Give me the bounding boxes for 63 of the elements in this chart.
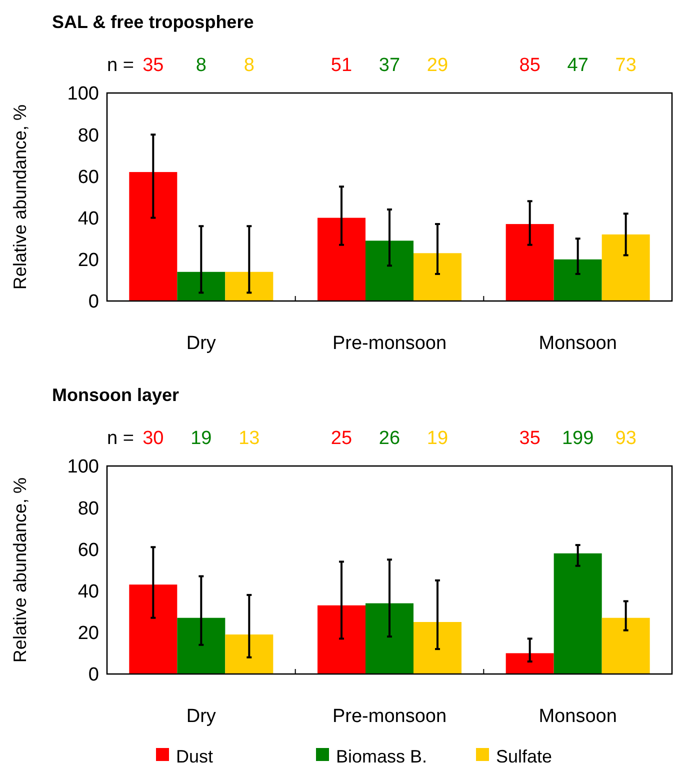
bar — [414, 622, 462, 674]
legend-label: Biomass B. — [336, 746, 428, 766]
bar — [506, 224, 554, 301]
text: 51 — [330, 55, 352, 76]
y-tick-label: 100 — [67, 456, 99, 478]
text: 25 — [330, 428, 352, 449]
x-tick-label: Dry — [186, 333, 216, 354]
x-tick-label: Monsoon — [538, 706, 617, 727]
y-tick-label: 80 — [78, 125, 99, 146]
text: n = — [107, 428, 134, 449]
text: 13 — [238, 428, 260, 449]
bar — [177, 618, 226, 674]
bar — [506, 653, 554, 674]
y-axis-title: Relative abundance, % — [10, 104, 30, 290]
x-tick-label: Pre-monsoon — [332, 333, 447, 354]
text: 73 — [615, 55, 636, 76]
chart-title: SAL & free troposphere — [52, 12, 254, 32]
bar — [366, 240, 414, 301]
bar — [414, 253, 462, 301]
text: 199 — [562, 428, 594, 449]
text: 35 — [519, 428, 540, 449]
text: 85 — [519, 55, 540, 76]
text: 37 — [378, 55, 400, 76]
text: 19 — [190, 428, 212, 449]
text: n = — [107, 55, 134, 76]
bar — [177, 272, 226, 301]
text: 47 — [567, 55, 588, 76]
y-tick-label: 0 — [88, 664, 99, 686]
y-tick-label: 80 — [78, 498, 99, 520]
text: 93 — [615, 428, 636, 449]
y-tick-label: 20 — [78, 250, 99, 272]
legend-label: Sulfate — [496, 746, 552, 766]
text: 29 — [426, 55, 448, 76]
bar — [318, 605, 366, 674]
text: 35 — [142, 55, 164, 76]
x-tick-label: Pre-monsoon — [332, 706, 447, 727]
bar — [554, 553, 602, 674]
y-tick-label: 40 — [78, 208, 99, 230]
bar — [129, 584, 178, 674]
text: 30 — [142, 428, 164, 449]
y-tick-label: 100 — [67, 84, 99, 105]
y-tick-label: 60 — [78, 540, 99, 561]
bar — [129, 172, 178, 301]
bar — [554, 259, 602, 301]
text: 8 — [196, 55, 206, 76]
y-tick-label: 60 — [78, 166, 99, 188]
text: 19 — [426, 428, 448, 449]
bar — [602, 618, 650, 674]
x-tick-label: Monsoon — [538, 333, 617, 354]
bar — [225, 634, 274, 674]
legend-label: Dust — [176, 746, 214, 766]
y-tick-label: 40 — [78, 581, 99, 602]
text: 8 — [244, 55, 254, 76]
bar — [225, 272, 274, 301]
bar — [602, 234, 650, 301]
y-tick-label: 0 — [88, 292, 99, 313]
text: 26 — [378, 428, 400, 449]
y-axis-title: Relative abundance, % — [10, 477, 30, 663]
x-tick-label: Dry — [186, 706, 216, 727]
bar — [318, 218, 366, 301]
chart-title: Monsoon layer — [52, 385, 180, 405]
y-tick-label: 20 — [78, 623, 99, 644]
bar — [366, 603, 414, 674]
